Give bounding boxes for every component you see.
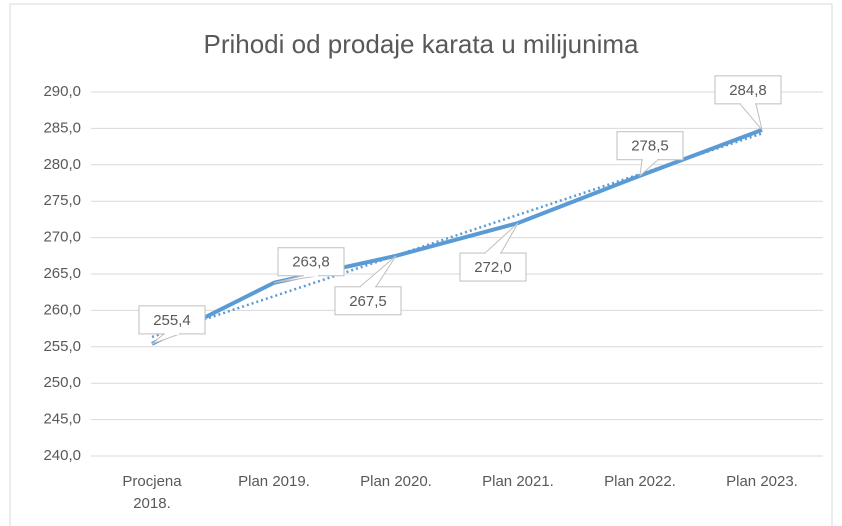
- x-tick-label: Plan 2022.: [604, 473, 676, 490]
- data-label: 284,8: [729, 82, 767, 99]
- data-label: 267,5: [349, 293, 387, 310]
- y-tick-label: 290,0: [43, 83, 81, 100]
- chart-frame: [9, 3, 833, 526]
- callout-box: [616, 131, 684, 161]
- data-label: 278,5: [631, 138, 669, 155]
- x-tick-label: Plan 2020.: [360, 473, 432, 490]
- callout-box: [277, 247, 345, 277]
- line-series: [151, 127, 763, 346]
- x-tick-label: Plan 2023.: [726, 473, 798, 490]
- data-label: 255,4: [153, 312, 191, 329]
- data-callout: 278,5: [616, 131, 684, 177]
- callout-box: [138, 305, 206, 335]
- data-callout: 267,5: [334, 255, 402, 316]
- data-label: 263,8: [292, 254, 330, 271]
- y-tick-label: 275,0: [43, 192, 81, 209]
- callout-box: [714, 75, 782, 105]
- callout-box: [459, 252, 527, 282]
- x-tick-label: Plan 2021.: [482, 473, 554, 490]
- y-tick-label: 285,0: [43, 119, 81, 136]
- x-tick-label: Procjena 2018.: [122, 473, 182, 512]
- y-tick-label: 250,0: [43, 374, 81, 391]
- data-callout: 263,8: [273, 247, 345, 284]
- y-tick-label: 240,0: [43, 447, 81, 464]
- callout-box: [334, 286, 402, 316]
- y-tick-label: 245,0: [43, 411, 81, 428]
- y-tick-label: 255,0: [43, 338, 81, 355]
- data-label: 272,0: [474, 259, 512, 276]
- y-tick-label: 270,0: [43, 229, 81, 246]
- y-tick-label: 265,0: [43, 265, 81, 282]
- data-callout: 284,8: [714, 75, 782, 131]
- data-callout: 272,0: [459, 222, 527, 282]
- y-tick-label: 280,0: [43, 156, 81, 173]
- data-callout: 255,4: [138, 305, 206, 345]
- x-tick-label: Plan 2019.: [238, 473, 310, 490]
- chart-title: Prihodi od prodaje karata u milijunima: [203, 29, 639, 59]
- y-tick-label: 260,0: [43, 301, 81, 318]
